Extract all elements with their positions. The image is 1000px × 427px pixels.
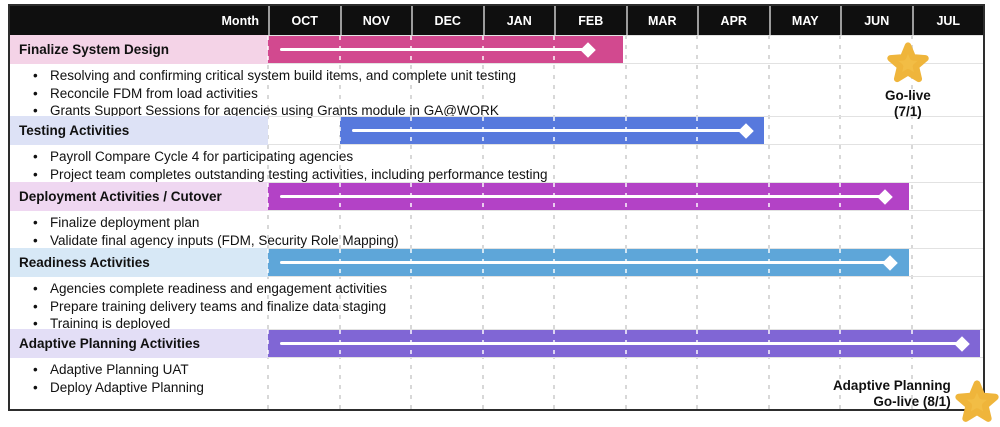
bullet-item: Resolving and confirming critical system… — [29, 67, 983, 85]
task-timeline — [267, 248, 983, 277]
progress-line — [280, 195, 886, 198]
progress-line — [280, 48, 588, 51]
bullet-item: Project team completes outstanding testi… — [29, 166, 983, 184]
month-boundary-line-on-bar — [267, 183, 269, 210]
task-label: Adaptive Planning Activities — [10, 329, 268, 358]
task-label: Testing Activities — [10, 116, 268, 145]
task-bullets-finalize-system-design: Resolving and confirming critical system… — [10, 64, 983, 119]
task-row-deployment-activities: Deployment Activities / Cutover — [10, 182, 983, 211]
month-header-row: Month OCT NOV DEC JAN FEB MAR APR MAY JU… — [10, 6, 983, 35]
task-label: Finalize System Design — [10, 35, 268, 64]
month-header-mar: MAR — [625, 6, 698, 35]
month-header-dec: DEC — [411, 6, 483, 35]
bullet-item: Training is deployed — [29, 315, 983, 333]
month-header-jul: JUL — [911, 6, 984, 35]
bullet-item: Reconcile FDM from load activities — [29, 85, 983, 103]
month-header-apr: APR — [697, 6, 769, 35]
bullet-item: Adaptive Planning UAT — [29, 361, 983, 379]
bullet-item: Grants Support Sessions for agencies usi… — [29, 102, 983, 120]
task-row-adaptive-planning-activities: Adaptive Planning Activities — [10, 329, 983, 358]
bullet-item: Deploy Adaptive Planning — [29, 379, 983, 397]
task-bullets-deployment-activities: Finalize deployment plan Validate final … — [10, 211, 983, 250]
progress-line — [280, 342, 962, 345]
month-boundary-line-on-bar — [338, 117, 341, 144]
month-header-label: Month — [221, 13, 259, 28]
task-row-readiness-activities: Readiness Activities — [10, 248, 983, 277]
month-header-nov: NOV — [339, 6, 412, 35]
month-boundary-line-on-bar — [267, 249, 269, 276]
month-header-jan: JAN — [482, 6, 555, 35]
bullet-item: Payroll Compare Cycle 4 for participatin… — [29, 148, 983, 166]
bullet-item: Validate final agency inputs (FDM, Secur… — [29, 232, 983, 250]
progress-line — [280, 261, 891, 264]
month-header-jun: JUN — [840, 6, 912, 35]
month-header-oct: OCT — [268, 6, 340, 35]
gantt-chart: Month OCT NOV DEC JAN FEB MAR APR MAY JU… — [8, 4, 999, 422]
task-timeline — [267, 329, 983, 358]
chart-body: Finalize System Design Resolving and con… — [10, 35, 999, 422]
task-label: Deployment Activities / Cutover — [10, 182, 268, 211]
task-timeline — [267, 35, 983, 64]
task-row-finalize-system-design: Finalize System Design — [10, 35, 983, 64]
task-bullets-adaptive-planning-activities: Adaptive Planning UAT Deploy Adaptive Pl… — [10, 358, 983, 409]
bullet-item: Finalize deployment plan — [29, 214, 983, 232]
month-boundary-line-on-bar — [267, 330, 269, 357]
task-label: Readiness Activities — [10, 248, 268, 277]
month-header-feb: FEB — [554, 6, 626, 35]
progress-line — [351, 129, 746, 132]
task-timeline — [268, 116, 983, 145]
month-header-may: MAY — [768, 6, 841, 35]
task-bullets-testing-activities: Payroll Compare Cycle 4 for participatin… — [10, 145, 983, 184]
task-bullets-readiness-activities: Agencies complete readiness and engageme… — [10, 277, 983, 332]
task-timeline — [267, 182, 983, 211]
task-row-testing-activities: Testing Activities — [10, 116, 983, 145]
bullet-item: Agencies complete readiness and engageme… — [29, 280, 983, 298]
month-boundary-line-on-bar — [267, 36, 269, 63]
bullet-item: Prepare training delivery teams and fina… — [29, 298, 983, 316]
